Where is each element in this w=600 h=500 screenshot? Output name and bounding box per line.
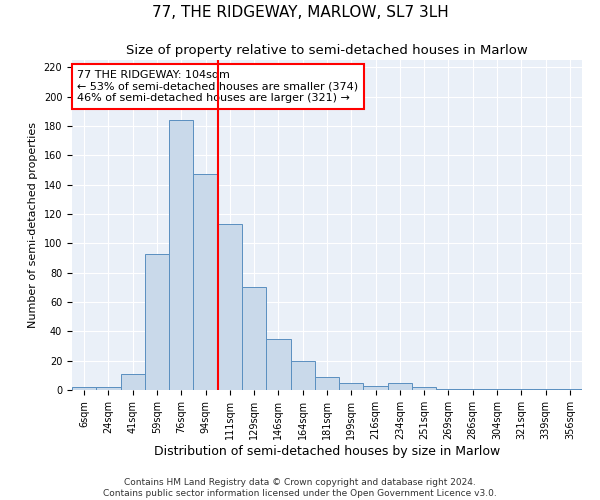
- Bar: [96, 387, 121, 390]
- Bar: [485, 388, 509, 390]
- Bar: [461, 388, 485, 390]
- Bar: [121, 374, 145, 390]
- Bar: [218, 224, 242, 390]
- Text: 77 THE RIDGEWAY: 104sqm
← 53% of semi-detached houses are smaller (374)
46% of s: 77 THE RIDGEWAY: 104sqm ← 53% of semi-de…: [77, 70, 358, 103]
- X-axis label: Distribution of semi-detached houses by size in Marlow: Distribution of semi-detached houses by …: [154, 444, 500, 458]
- Bar: [315, 377, 339, 390]
- Bar: [72, 387, 96, 390]
- Bar: [509, 388, 533, 390]
- Bar: [412, 387, 436, 390]
- Bar: [290, 360, 315, 390]
- Text: Contains HM Land Registry data © Crown copyright and database right 2024.
Contai: Contains HM Land Registry data © Crown c…: [103, 478, 497, 498]
- Title: Size of property relative to semi-detached houses in Marlow: Size of property relative to semi-detach…: [126, 44, 528, 58]
- Bar: [193, 174, 218, 390]
- Bar: [388, 382, 412, 390]
- Bar: [558, 388, 582, 390]
- Text: 77, THE RIDGEWAY, MARLOW, SL7 3LH: 77, THE RIDGEWAY, MARLOW, SL7 3LH: [152, 5, 448, 20]
- Bar: [533, 388, 558, 390]
- Bar: [242, 288, 266, 390]
- Bar: [436, 388, 461, 390]
- Bar: [339, 382, 364, 390]
- Y-axis label: Number of semi-detached properties: Number of semi-detached properties: [28, 122, 38, 328]
- Bar: [266, 338, 290, 390]
- Bar: [364, 386, 388, 390]
- Bar: [145, 254, 169, 390]
- Bar: [169, 120, 193, 390]
